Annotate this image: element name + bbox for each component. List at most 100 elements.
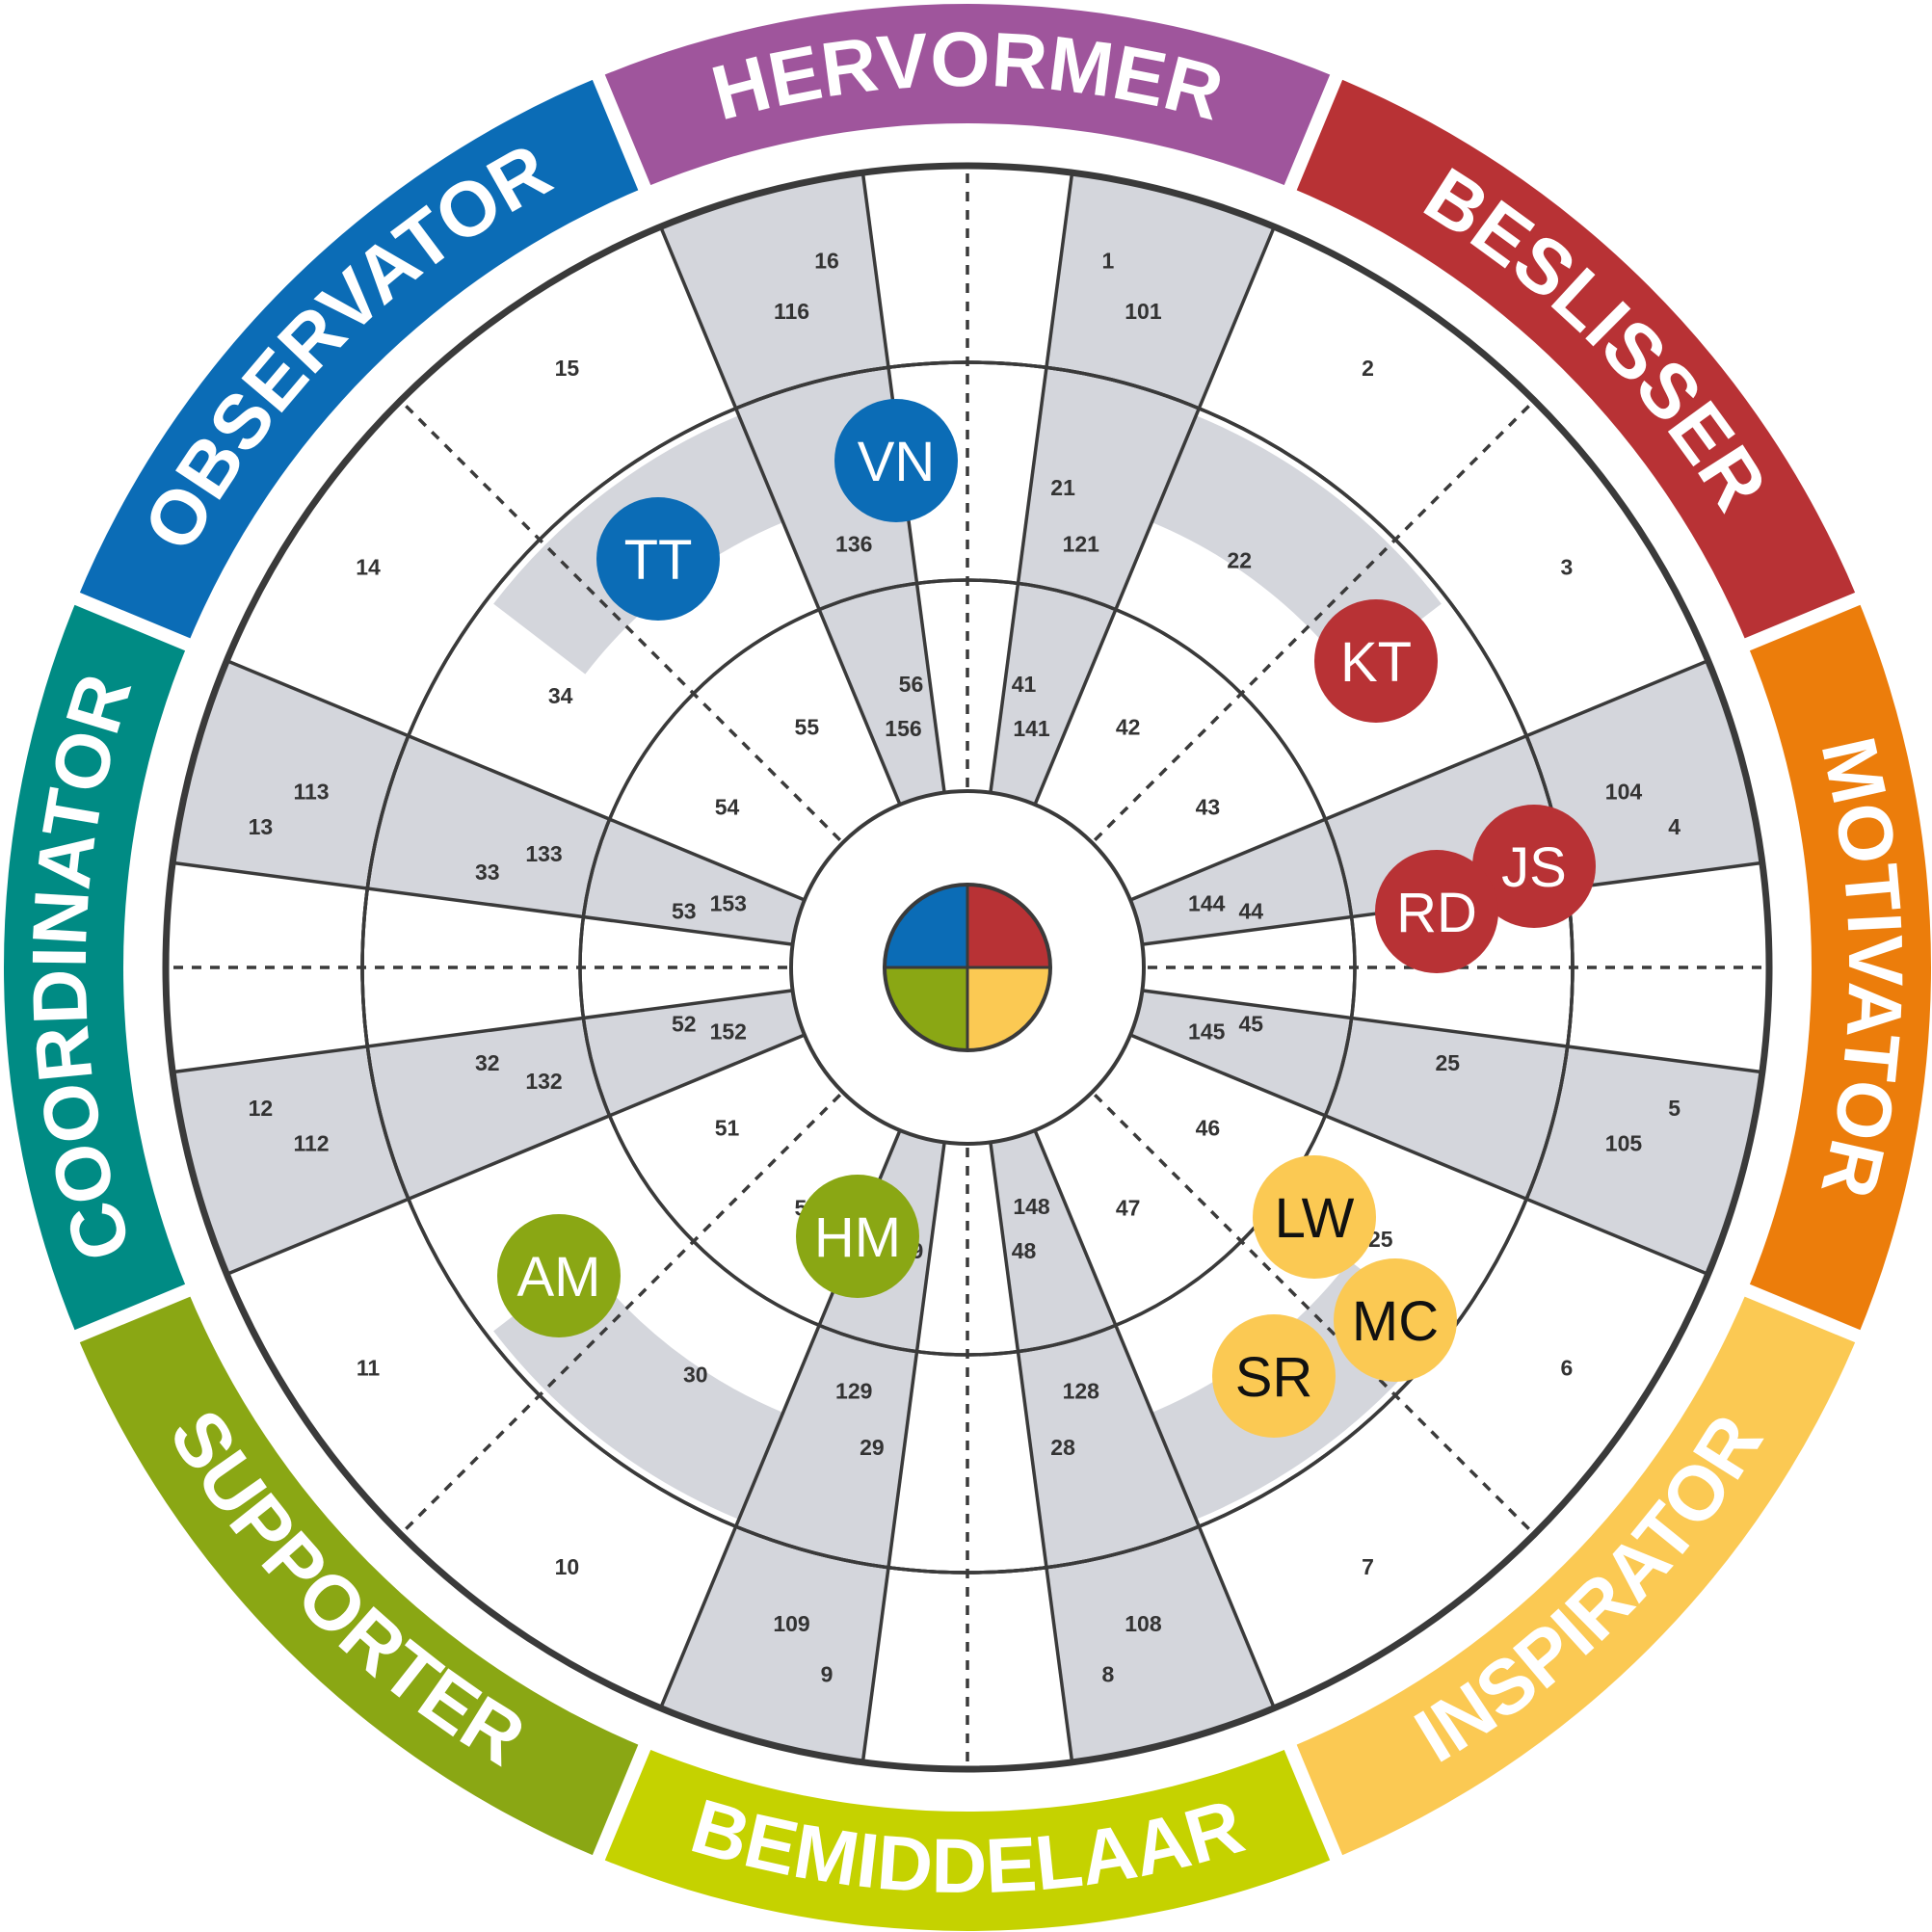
position-number: 25 (1435, 1050, 1460, 1075)
position-number: 14 (356, 554, 381, 579)
segment-band-motivator (1746, 598, 1931, 1337)
person-marker-vn[interactable]: VN (834, 399, 958, 522)
person-marker-js[interactable]: JS (1472, 805, 1596, 928)
marker-disc (1472, 805, 1596, 928)
marker-initials: TT (624, 529, 693, 592)
position-number: 9 (821, 1662, 834, 1687)
marker-initials: SR (1235, 1346, 1313, 1409)
person-marker-tt[interactable]: TT (596, 497, 720, 621)
position-number: 51 (715, 1116, 740, 1141)
position-number: 133 (525, 841, 562, 866)
marker-disc (796, 1175, 919, 1298)
spoke-line (1142, 989, 1763, 1074)
marker-initials: KT (1340, 631, 1412, 694)
position-number: 22 (1227, 548, 1252, 573)
person-marker-am[interactable]: AM (497, 1214, 621, 1337)
position-number: 12 (249, 1096, 274, 1121)
hub-quadrant (885, 967, 967, 1050)
position-number: 32 (475, 1050, 500, 1075)
shaded-wedge (1130, 990, 1762, 1275)
position-number: 15 (555, 356, 580, 381)
person-marker-kt[interactable]: KT (1314, 599, 1438, 723)
spoke-line (1033, 225, 1277, 806)
position-number: 144 (1188, 890, 1226, 915)
segment-gap (592, 1741, 652, 1863)
person-marker-rd[interactable]: RD (1375, 850, 1498, 973)
shaded-wedge (1130, 660, 1762, 945)
spoke-line (989, 1142, 1074, 1763)
position-number: 129 (835, 1378, 872, 1403)
position-number: 113 (293, 780, 329, 805)
position-number: 6 (1561, 1356, 1574, 1381)
segment-band-hervormer (598, 3, 1337, 189)
segment-band-coordinator (3, 598, 189, 1337)
position-number: 44 (1238, 898, 1263, 923)
segment-band-bemiddelaar (598, 1746, 1337, 1931)
marker-disc (1375, 850, 1498, 973)
position-number: 116 (774, 299, 809, 324)
marker-disc (1314, 599, 1438, 723)
position-number: 148 (1013, 1194, 1050, 1219)
dashed-axis (1093, 1093, 1533, 1533)
position-number: 5 (1668, 1096, 1681, 1121)
person-markers: VN TT KT JS RD LW MC SR HM AM (497, 399, 1596, 1438)
marker-initials: HM (814, 1206, 901, 1269)
spoke-line (1129, 658, 1709, 902)
position-number: 53 (672, 898, 697, 923)
grid-lines (162, 162, 1773, 1773)
segment-gap (72, 592, 194, 652)
hub-quadrant (885, 885, 967, 967)
shaded-wedge (660, 172, 945, 805)
position-number: 45 (1238, 1012, 1263, 1037)
spoke-line (1129, 1033, 1709, 1277)
shaded-wedge (172, 990, 805, 1275)
spoke-line (225, 1033, 806, 1277)
marker-disc (1212, 1314, 1336, 1438)
hub-quadrant (967, 967, 1050, 1050)
segment-band-beslisser (1289, 77, 1858, 646)
segment-band-supporter (77, 1289, 646, 1858)
position-number: 3 (1561, 554, 1574, 579)
dashed-axis (402, 402, 842, 842)
position-number: 56 (899, 672, 924, 697)
person-marker-sr[interactable]: SR (1212, 1314, 1336, 1438)
position-number: 101 (1125, 299, 1162, 324)
segment-band-observator (77, 77, 646, 646)
position-number: 47 (1116, 1195, 1141, 1220)
ring-line (162, 162, 1773, 1773)
position-number: 153 (710, 890, 747, 915)
marker-initials: JS (1501, 836, 1567, 899)
position-number: 46 (1196, 1116, 1221, 1141)
shaded-wedge (990, 172, 1275, 805)
position-number: 21 (1050, 475, 1075, 500)
position-number: 104 (1605, 780, 1643, 805)
spoke-line (172, 989, 793, 1074)
marker-initials: RD (1396, 882, 1477, 944)
position-number: 1 (1102, 248, 1115, 273)
spoke-line (1033, 1129, 1277, 1709)
person-marker-lw[interactable]: LW (1253, 1155, 1376, 1279)
position-number: 145 (1188, 1019, 1226, 1045)
position-number: 43 (1196, 794, 1221, 819)
spoke-line (172, 860, 793, 946)
spoke-line (658, 225, 902, 806)
position-number: 2 (1362, 356, 1374, 381)
dashed-axis (402, 1093, 842, 1533)
segment-gap (1741, 1283, 1863, 1343)
position-number: 41 (1012, 672, 1037, 697)
segment-gap (1283, 1741, 1343, 1863)
position-number: 34 (548, 683, 573, 708)
person-marker-hm[interactable]: HM (796, 1175, 919, 1298)
position-number: 33 (475, 860, 500, 885)
position-number: 8 (1102, 1662, 1115, 1687)
segment-gap (72, 1283, 194, 1343)
marker-initials: LW (1275, 1187, 1355, 1250)
person-marker-mc[interactable]: MC (1334, 1258, 1457, 1382)
position-number: 48 (1012, 1238, 1037, 1263)
position-number: 54 (715, 794, 740, 819)
position-number: 156 (885, 716, 921, 741)
marker-disc (834, 399, 958, 522)
spoke-line (860, 1142, 946, 1763)
position-number: 55 (795, 715, 820, 740)
marker-disc (497, 1214, 621, 1337)
